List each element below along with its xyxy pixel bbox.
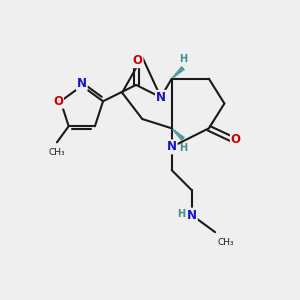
Text: N: N	[77, 77, 87, 90]
Text: N: N	[156, 91, 166, 104]
Text: H: H	[179, 142, 187, 153]
Text: N: N	[187, 208, 197, 222]
Text: CH₃: CH₃	[218, 238, 234, 247]
Text: H: H	[179, 54, 187, 64]
Text: O: O	[231, 133, 241, 146]
Text: H: H	[177, 209, 185, 219]
Text: CH₃: CH₃	[49, 148, 65, 157]
Text: O: O	[53, 95, 63, 108]
Text: N: N	[167, 140, 177, 153]
Text: O: O	[133, 54, 142, 67]
